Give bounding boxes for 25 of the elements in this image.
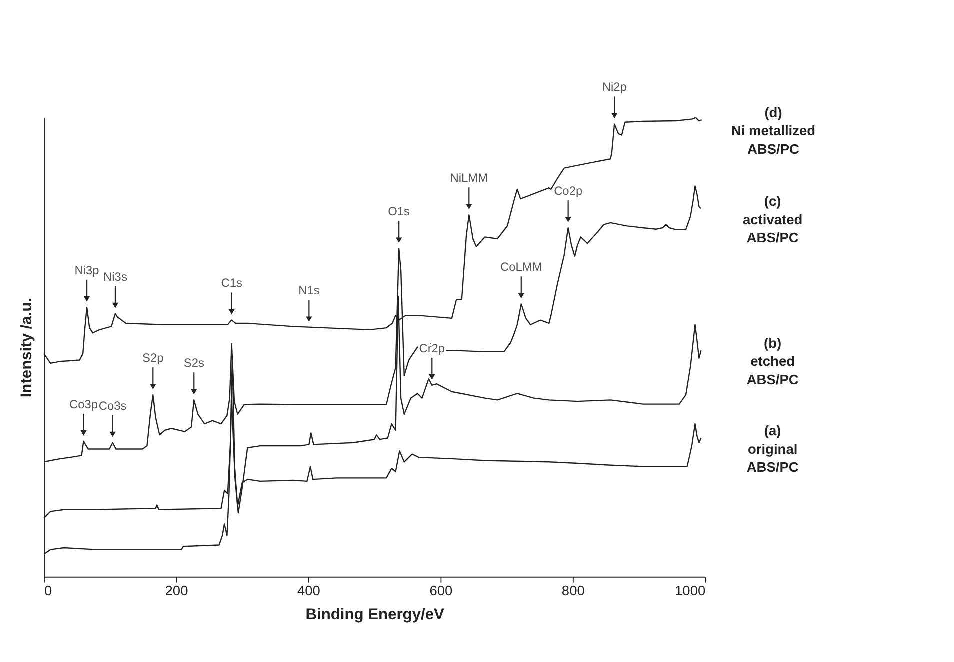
text: (a) original ABS/PC — [746, 424, 799, 476]
annotation: Ni3s — [104, 270, 128, 284]
annotation: Ni2p — [602, 80, 628, 94]
annotation: Co3p — [69, 397, 98, 412]
x-tick-label: 400 — [297, 584, 321, 599]
annotation: Co3s — [98, 398, 127, 413]
annotation: S2s — [184, 356, 204, 370]
annotation: O1s — [388, 204, 410, 219]
annotation: Co2p — [554, 184, 583, 198]
x-axis-title: Binding Energy/eV — [306, 606, 445, 624]
annotation: N1s — [298, 284, 320, 298]
x-tick-label: 0 — [44, 584, 53, 599]
annotation: Ni3p — [74, 263, 100, 278]
annotation: CoLMM — [500, 260, 542, 274]
annotation: S2p — [142, 351, 164, 366]
text: (d) Ni metallized ABS/PC — [731, 105, 816, 158]
annotation: NiLMM — [450, 171, 488, 186]
text: (b) etched ABS/PC — [746, 336, 799, 388]
x-tick-label: 800 — [562, 584, 586, 599]
y-axis-title: Intensity /a.u. — [18, 298, 36, 398]
x-tick-label: 600 — [430, 584, 454, 599]
x-tick-label: 200 — [165, 584, 189, 599]
x-tick-label: 1000 — [675, 584, 706, 599]
annotation: C1s — [221, 276, 242, 290]
text: (c) activated ABS/PC — [742, 194, 803, 246]
